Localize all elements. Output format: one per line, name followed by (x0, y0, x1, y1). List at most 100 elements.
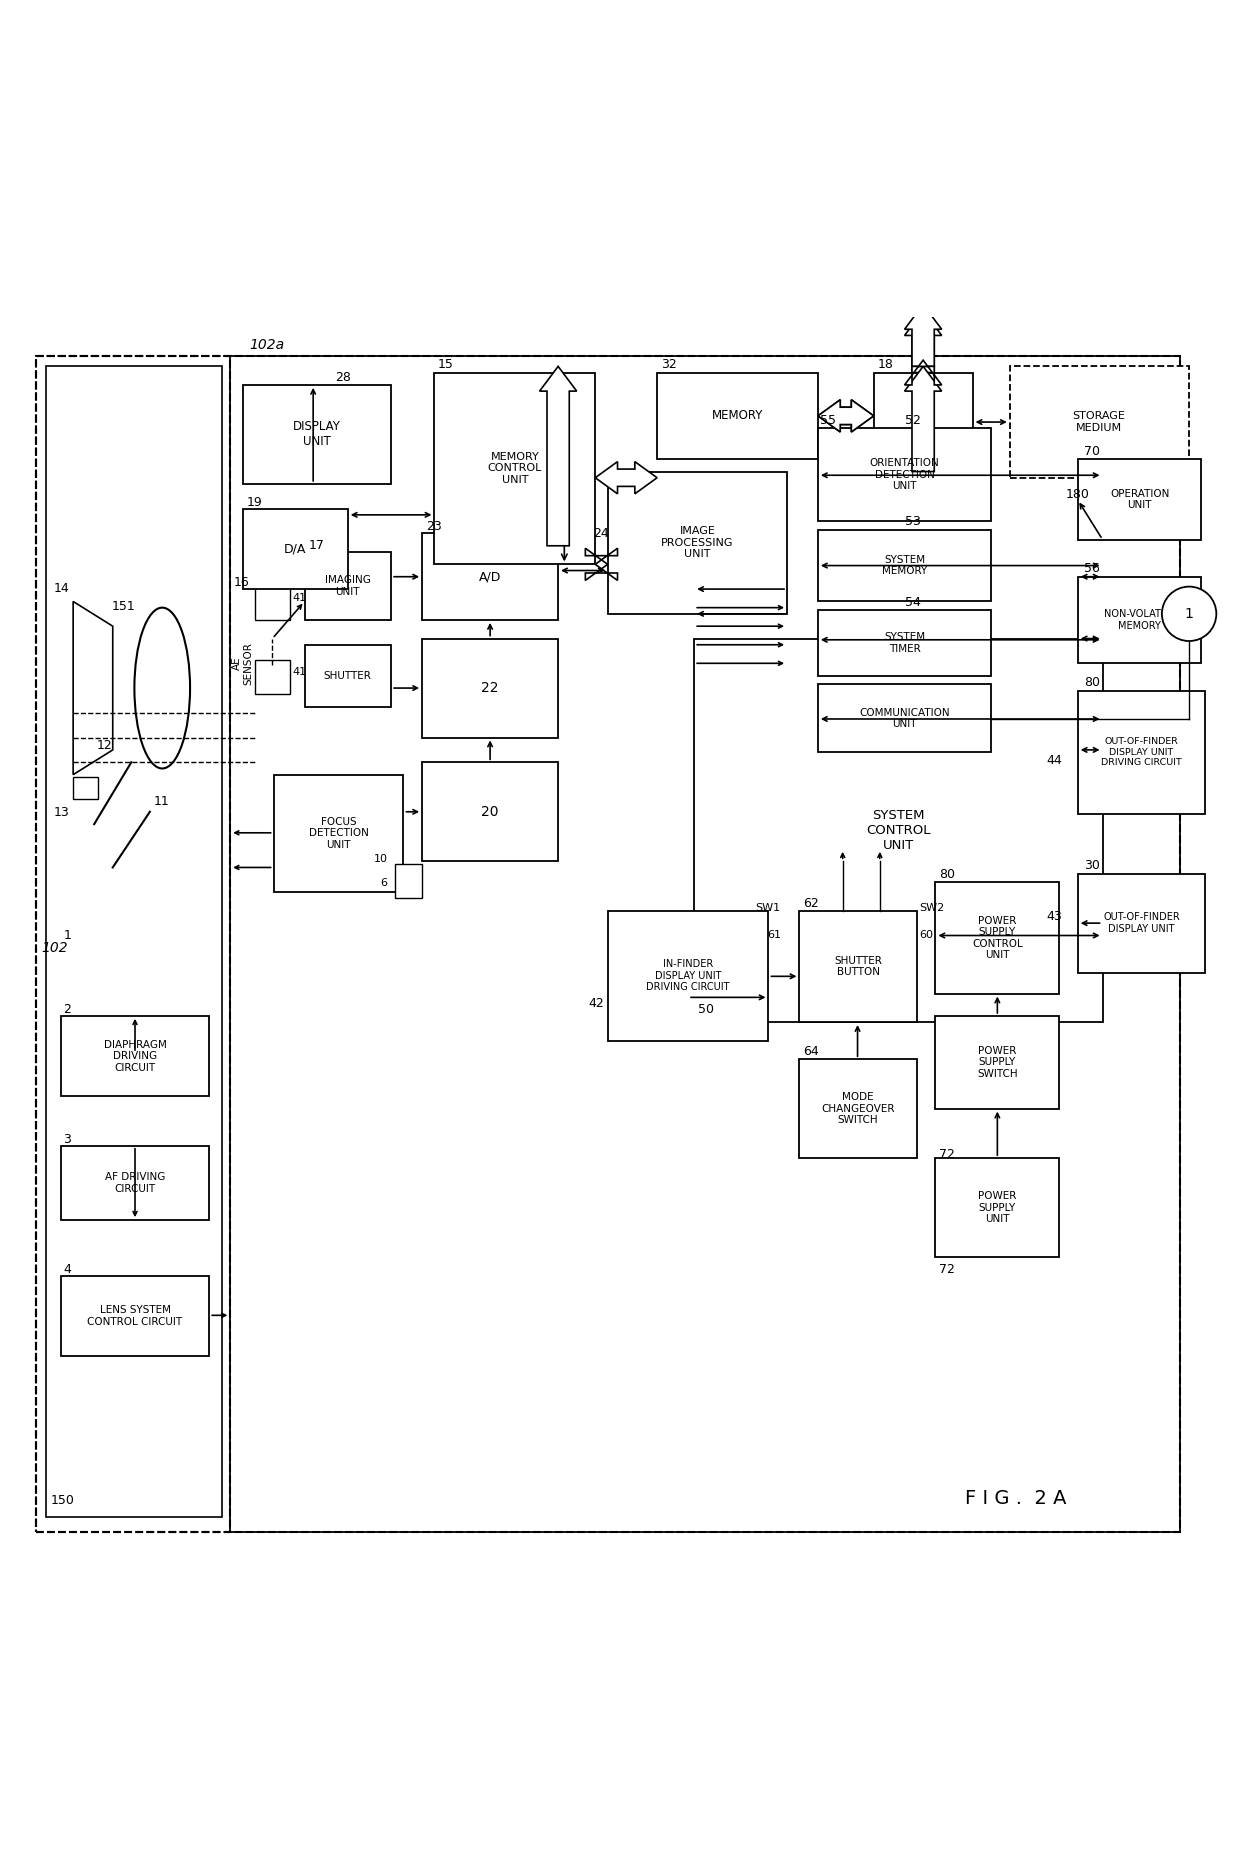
Bar (305, 645, 391, 707)
Text: 43: 43 (1045, 909, 1061, 922)
Text: 16: 16 (234, 576, 249, 589)
Text: 102: 102 (41, 941, 68, 954)
Text: SHUTTER
BUTTON: SHUTTER BUTTON (835, 956, 882, 977)
Bar (422, 638, 558, 737)
Text: SYSTEM
TIMER: SYSTEM TIMER (884, 632, 925, 653)
Text: 11: 11 (154, 795, 170, 808)
Text: DISPLAY
UNIT: DISPLAY UNIT (293, 421, 341, 449)
Bar (657, 372, 818, 458)
Polygon shape (818, 400, 874, 432)
Text: 28: 28 (336, 370, 351, 384)
Bar (394, 864, 422, 898)
Text: DIAPHRAGM
DRIVING
CIRCUIT: DIAPHRAGM DRIVING CIRCUIT (104, 1040, 166, 1072)
Polygon shape (539, 367, 577, 546)
Text: A/D: A/D (479, 571, 501, 584)
Polygon shape (904, 305, 941, 367)
Text: 102a: 102a (249, 337, 284, 352)
Text: 54: 54 (904, 595, 920, 608)
Bar (255, 586, 290, 619)
Text: 41: 41 (293, 666, 306, 677)
Bar (818, 529, 991, 601)
Bar (73, 776, 98, 799)
Bar (422, 761, 558, 861)
Bar (243, 385, 391, 485)
Polygon shape (73, 601, 113, 775)
Text: 10: 10 (373, 853, 387, 864)
Text: 12: 12 (97, 739, 113, 752)
Text: 1: 1 (1184, 606, 1194, 621)
Text: 1: 1 (63, 930, 71, 941)
Text: MODE
CHANGEOVER
SWITCH: MODE CHANGEOVER SWITCH (821, 1093, 895, 1124)
Text: 6: 6 (381, 879, 387, 889)
Bar (1078, 874, 1205, 973)
Text: I/F: I/F (915, 415, 930, 428)
Text: LENS SYSTEM
CONTROL CIRCUIT: LENS SYSTEM CONTROL CIRCUIT (88, 1306, 182, 1327)
Circle shape (1162, 587, 1216, 642)
Text: SHUTTER: SHUTTER (324, 670, 372, 681)
Bar (61, 1276, 210, 1356)
Bar (1078, 576, 1202, 664)
Text: 18: 18 (878, 359, 893, 370)
Text: 72: 72 (939, 1147, 955, 1160)
Bar (36, 357, 231, 1532)
Text: SYSTEM
CONTROL
UNIT: SYSTEM CONTROL UNIT (866, 808, 931, 851)
Bar (694, 638, 1102, 1022)
Text: D/A: D/A (284, 543, 306, 556)
Bar (243, 509, 347, 589)
Text: 150: 150 (51, 1495, 74, 1508)
Polygon shape (904, 361, 941, 385)
Bar (818, 428, 991, 520)
Bar (422, 533, 558, 619)
Text: 13: 13 (53, 806, 69, 819)
Bar (61, 1145, 210, 1220)
Text: 15: 15 (438, 359, 454, 370)
Text: POWER
SUPPLY
SWITCH: POWER SUPPLY SWITCH (977, 1046, 1018, 1080)
Text: 42: 42 (588, 997, 604, 1010)
Bar (61, 1016, 210, 1096)
Text: 41: 41 (293, 593, 306, 602)
Text: COMMUNICATION
UNIT: COMMUNICATION UNIT (859, 707, 950, 730)
Bar (434, 372, 595, 565)
Bar (935, 1158, 1059, 1257)
Bar (608, 911, 769, 1040)
Bar (874, 372, 972, 471)
Bar (255, 660, 290, 694)
Text: POWER
SUPPLY
UNIT: POWER SUPPLY UNIT (978, 1192, 1017, 1224)
Text: 151: 151 (112, 601, 135, 614)
Polygon shape (585, 548, 618, 580)
Text: 4: 4 (63, 1263, 71, 1276)
Polygon shape (904, 367, 941, 471)
Text: AE
SENSOR: AE SENSOR (232, 642, 253, 685)
Ellipse shape (134, 608, 190, 769)
Text: 23: 23 (425, 520, 441, 533)
Text: 22: 22 (481, 681, 498, 694)
Text: 62: 62 (804, 896, 818, 909)
Bar (305, 552, 391, 619)
Bar (935, 883, 1059, 994)
Bar (800, 911, 916, 1022)
Text: 24: 24 (594, 526, 609, 539)
Bar (818, 610, 991, 675)
Text: F I G .  2 A: F I G . 2 A (965, 1489, 1066, 1508)
Text: OPERATION
UNIT: OPERATION UNIT (1110, 488, 1169, 511)
Bar (46, 367, 222, 1517)
Text: NON-VOLATILE
MEMORY: NON-VOLATILE MEMORY (1104, 610, 1176, 631)
Text: OUT-OF-FINDER
DISPLAY UNIT
DRIVING CIRCUIT: OUT-OF-FINDER DISPLAY UNIT DRIVING CIRCU… (1101, 737, 1182, 767)
Polygon shape (818, 400, 874, 432)
Bar (935, 1016, 1059, 1110)
Text: 61: 61 (766, 930, 781, 941)
Bar (231, 357, 1180, 1532)
Text: 3: 3 (63, 1132, 71, 1145)
Text: 50: 50 (698, 1003, 714, 1016)
Text: STORAGE
MEDIUM: STORAGE MEDIUM (1073, 412, 1125, 432)
Polygon shape (904, 311, 941, 372)
Bar (1078, 690, 1205, 814)
Bar (1078, 458, 1202, 539)
Text: 56: 56 (1084, 563, 1100, 576)
Text: MEMORY: MEMORY (712, 410, 764, 423)
Text: MEMORY
CONTROL
UNIT: MEMORY CONTROL UNIT (487, 453, 542, 485)
Text: 180: 180 (1066, 488, 1090, 501)
Text: OUT-OF-FINDER
DISPLAY UNIT: OUT-OF-FINDER DISPLAY UNIT (1104, 913, 1180, 934)
Text: ORIENTATION
DETECTION
UNIT: ORIENTATION DETECTION UNIT (869, 458, 940, 492)
Text: IMAGING
UNIT: IMAGING UNIT (325, 574, 371, 597)
